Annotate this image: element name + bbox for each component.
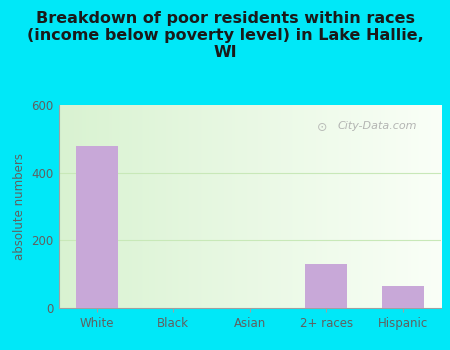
Text: Breakdown of poor residents within races
(income below poverty level) in Lake Ha: Breakdown of poor residents within races… [27, 10, 423, 60]
Bar [382, 286, 424, 308]
Bar [76, 146, 118, 308]
Text: City-Data.com: City-Data.com [338, 121, 417, 131]
Bar [305, 264, 347, 308]
Text: ⊙: ⊙ [317, 121, 328, 134]
Y-axis label: absolute numbers: absolute numbers [13, 153, 26, 260]
